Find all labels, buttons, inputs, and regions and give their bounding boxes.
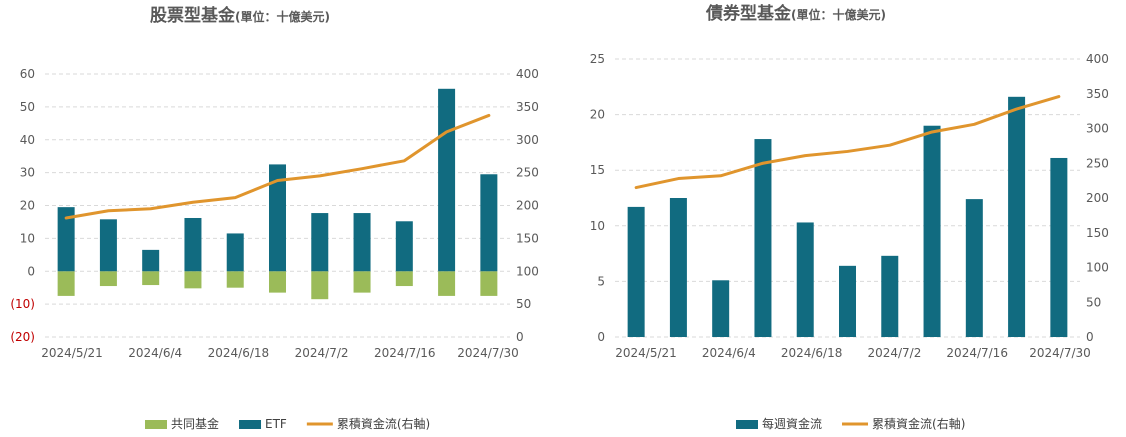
- etf-bar: [353, 213, 371, 272]
- svg-text:股票型基金(單位：十億美元): 股票型基金(單位：十億美元): [150, 5, 330, 26]
- y-left-tick-label: 30: [20, 166, 35, 180]
- etf-bar: [1050, 157, 1068, 337]
- mutual-fund-bar: [99, 271, 117, 287]
- etf-bar: [226, 233, 244, 272]
- etf-bar: [99, 219, 117, 272]
- x-tick-label: 2024/5/21: [615, 346, 677, 360]
- y-left-tick-label: 10: [590, 219, 605, 233]
- x-tick-label: 2024/5/21: [41, 346, 103, 360]
- y-right-tick-label: 350: [1086, 87, 1109, 101]
- x-tick-label: 2024/7/16: [946, 346, 1008, 360]
- y-left-tick-label: 0: [597, 330, 605, 344]
- y-right-tick-label: 0: [516, 330, 524, 344]
- x-tick-label: 2024/6/18: [208, 346, 270, 360]
- x-tick-label: 2024/7/2: [867, 346, 921, 360]
- cumulative-flow-line: [64, 113, 491, 220]
- x-tick-label: 2024/6/18: [781, 346, 843, 360]
- chart-title: 債券型基金: [705, 3, 792, 24]
- y-right-tick-label: 150: [516, 231, 539, 245]
- legend-swatch: [145, 420, 167, 429]
- mutual-fund-bar: [353, 271, 371, 293]
- etf-bar: [142, 249, 160, 272]
- y-right-tick-label: 250: [1086, 156, 1109, 170]
- y-left-tick-label: (20): [10, 330, 35, 344]
- legend-label: 累積資金流(右軸): [337, 416, 430, 431]
- equity-fund-chart: 股票型基金(單位：十億美元) 60 50 40 30 20 10 0 (10) (20) 400 3…: [0, 0, 560, 437]
- etf-bar: [480, 174, 498, 272]
- y-left-tick-label: 25: [590, 52, 605, 66]
- y-left-tick-label: 20: [590, 108, 605, 122]
- x-tick-label: 2024/7/30: [1029, 346, 1091, 360]
- x-tick-label: 2024/6/4: [702, 346, 756, 360]
- bond-fund-chart: 債券型基金(單位：十億美元) 25 20 15 10 5 0 400 350 300 250 200…: [570, 0, 1126, 437]
- y-left-tick-label: 5: [597, 274, 605, 288]
- y-right-tick-label: 350: [516, 100, 539, 114]
- etf-bar: [796, 222, 814, 337]
- y-left-tick-label: 40: [20, 133, 35, 147]
- y-right-tick-label: 250: [516, 166, 539, 180]
- y-left-tick-label: 15: [590, 163, 605, 177]
- legend-swatch: [736, 420, 758, 429]
- etf-bar: [627, 206, 645, 337]
- mutual-fund-bar: [226, 271, 244, 288]
- etf-bar: [311, 213, 329, 272]
- y-left-tick-label: 50: [20, 100, 35, 114]
- y-right-tick-label: 400: [1086, 52, 1109, 66]
- mutual-fund-bar: [395, 271, 413, 287]
- y-right-tick-label: 0: [1086, 330, 1094, 344]
- legend-label: ETF: [265, 417, 287, 431]
- y-left-tick-label: (10): [10, 297, 35, 311]
- y-left-tick-label: 60: [20, 67, 35, 81]
- chart-title: 股票型基金: [150, 5, 236, 26]
- legend-label: 共同基金: [171, 416, 219, 431]
- etf-bar: [184, 217, 202, 272]
- y-right-tick-label: 100: [516, 264, 539, 278]
- etf-bar: [57, 207, 75, 272]
- chart-subtitle: (單位：十億美元): [235, 9, 330, 24]
- etf-bar: [395, 221, 413, 272]
- etf-bar: [754, 139, 772, 337]
- x-tick-label: 2024/7/16: [374, 346, 436, 360]
- etf-bar: [1008, 96, 1026, 337]
- svg-text:債券型基金(單位：十億美元): 債券型基金(單位：十億美元): [705, 3, 886, 24]
- y-right-tick-label: 300: [516, 133, 539, 147]
- etf-bar: [839, 265, 856, 337]
- etf-bar: [269, 164, 286, 272]
- mutual-fund-bar: [311, 271, 329, 300]
- legend-label: 每週資金流: [762, 416, 822, 431]
- etf-bar: [669, 198, 687, 337]
- etf-bar: [881, 255, 899, 337]
- chart-subtitle: (單位：十億美元): [791, 7, 886, 22]
- y-right-tick-label: 50: [516, 297, 531, 311]
- mutual-fund-bar: [142, 271, 160, 286]
- y-right-tick-label: 200: [1086, 191, 1109, 205]
- legend-label: 累積資金流(右軸): [872, 416, 965, 431]
- mutual-fund-bar: [57, 271, 75, 296]
- y-right-tick-label: 300: [1086, 122, 1109, 136]
- legend-swatch: [239, 420, 262, 429]
- equity-fund-chart-svg: 股票型基金(單位：十億美元) 6050403020100(10)(20)4003…: [10, 5, 539, 431]
- etf-bar: [965, 199, 983, 337]
- cumulative-flow-line: [634, 95, 1061, 190]
- y-right-tick-label: 200: [516, 199, 539, 213]
- x-tick-label: 2024/7/2: [295, 346, 349, 360]
- mutual-fund-bar: [269, 271, 286, 293]
- y-right-tick-label: 150: [1086, 226, 1109, 240]
- y-right-tick-label: 400: [516, 67, 539, 81]
- x-tick-label: 2024/7/30: [457, 346, 519, 360]
- y-left-tick-label: 10: [20, 231, 35, 245]
- y-right-tick-label: 100: [1086, 261, 1109, 275]
- etf-bar: [438, 88, 456, 272]
- mutual-fund-bar: [480, 271, 498, 296]
- y-right-tick-label: 50: [1086, 295, 1101, 309]
- x-tick-label: 2024/6/4: [128, 346, 182, 360]
- bond-fund-chart-svg: 債券型基金(單位：十億美元) 2520151050400350300250200…: [590, 3, 1109, 431]
- mutual-fund-bar: [438, 271, 456, 296]
- y-left-tick-label: 20: [20, 199, 35, 213]
- y-left-tick-label: 0: [27, 264, 35, 278]
- mutual-fund-bar: [184, 271, 202, 289]
- etf-bar: [712, 280, 730, 337]
- etf-bar: [923, 125, 941, 337]
